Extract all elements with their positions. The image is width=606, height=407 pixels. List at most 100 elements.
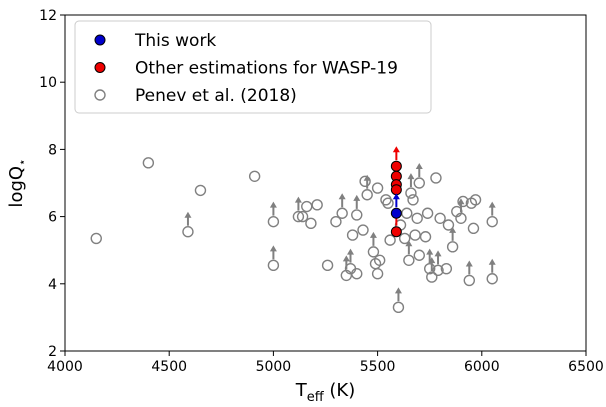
lower-limit-arrowhead [488, 258, 496, 265]
point [403, 254, 415, 266]
point [346, 229, 359, 241]
legend-marker [94, 62, 106, 73]
point [463, 274, 475, 287]
y-axis-label-main: logQ [6, 166, 27, 208]
point [430, 172, 442, 184]
point [336, 207, 348, 219]
x-axis-label-main: T [295, 380, 308, 401]
point [486, 273, 498, 285]
lower-limit-arrowhead [457, 198, 465, 205]
lower-limit-arrowhead [434, 250, 442, 257]
lower-limit-arrowhead [407, 173, 415, 180]
lower-limit-arrowhead [347, 248, 355, 255]
lower-limit-arrowhead [338, 193, 346, 200]
point [142, 157, 155, 169]
lower-limit-arrowhead [369, 231, 377, 238]
point [359, 175, 371, 188]
x-tick-label: 6000 [464, 359, 500, 375]
point [305, 217, 317, 230]
point [351, 268, 363, 280]
lower-limit-arrowhead [353, 194, 361, 201]
legend-label: Penev et al. (2018) [135, 86, 297, 106]
point [426, 271, 438, 283]
point [398, 232, 411, 245]
y-tick-label: 2 [48, 344, 57, 360]
point [413, 249, 425, 261]
point [371, 182, 384, 194]
y-axis-label: logQ⋆ [6, 158, 29, 207]
point [371, 268, 384, 280]
point [361, 189, 373, 201]
lower-limit-arrowhead [488, 201, 496, 208]
x-tick-label: 5000 [256, 359, 292, 375]
point [194, 184, 207, 197]
point [390, 207, 402, 219]
y-tick-label: 12 [39, 8, 57, 24]
legend-marker [94, 34, 106, 46]
y-axis-label-sub: ⋆ [15, 158, 29, 166]
point [382, 197, 394, 209]
lower-limit-arrowhead [392, 146, 400, 153]
lower-limit-arrowhead [415, 163, 423, 169]
y-tick-label: 6 [48, 210, 57, 226]
lower-limit-arrowhead [184, 211, 192, 218]
x-axis-label: Teff (K) [295, 380, 356, 403]
point [467, 222, 480, 235]
x-axis-label-unit: (K) [324, 380, 356, 401]
axes-layer: 4000 4500 5000 5500 6000 6500 2 4 6 8 10 12 Teff (K)… [6, 8, 604, 405]
point [392, 301, 405, 314]
point [90, 232, 102, 245]
x-tick-label: 5500 [360, 359, 396, 375]
lower-limit-arrowhead [426, 248, 434, 255]
point [434, 212, 446, 224]
lower-limit-arrowhead [392, 193, 400, 200]
point [486, 215, 498, 228]
marks-layer [90, 146, 498, 314]
point [390, 184, 402, 196]
point [440, 262, 453, 275]
lower-limit-arrowhead [405, 240, 413, 247]
point [384, 234, 396, 246]
point [367, 246, 380, 258]
lower-limit-arrowhead [465, 260, 473, 267]
point [373, 254, 386, 266]
legend-label: This work [134, 31, 216, 51]
x-axis-label-sub: eff [307, 390, 325, 403]
point [446, 241, 459, 253]
lower-limit-arrowhead [294, 196, 302, 203]
point [457, 195, 469, 208]
point [421, 207, 434, 219]
plot-frame [64, 14, 587, 352]
point [390, 160, 402, 172]
x-tick-label: 4500 [151, 359, 187, 375]
point [413, 177, 425, 189]
point [405, 187, 417, 199]
point [321, 259, 334, 272]
y-tick-label: 4 [48, 277, 57, 293]
point [311, 199, 323, 211]
lower-limit-arrowhead [342, 255, 350, 262]
x-tick-label: 6500 [568, 359, 604, 375]
point [442, 219, 455, 231]
point [469, 194, 482, 206]
point [296, 210, 309, 223]
point [292, 210, 305, 223]
point [424, 262, 436, 275]
y-tick-label: 8 [48, 142, 57, 158]
point [390, 226, 402, 238]
point [267, 215, 280, 228]
point [432, 264, 444, 277]
legend: This work Other estimations for WASP-19 Pe… [74, 20, 432, 114]
point [351, 209, 363, 221]
point [330, 215, 342, 228]
legend-marker [94, 89, 106, 101]
lower-limit-arrowhead [394, 287, 402, 294]
point [455, 212, 467, 224]
point [411, 212, 423, 224]
point [267, 259, 280, 272]
y-tick-label: 10 [39, 75, 57, 91]
lower-limit-arrowhead [269, 201, 277, 208]
point [419, 231, 432, 243]
point [357, 224, 369, 236]
